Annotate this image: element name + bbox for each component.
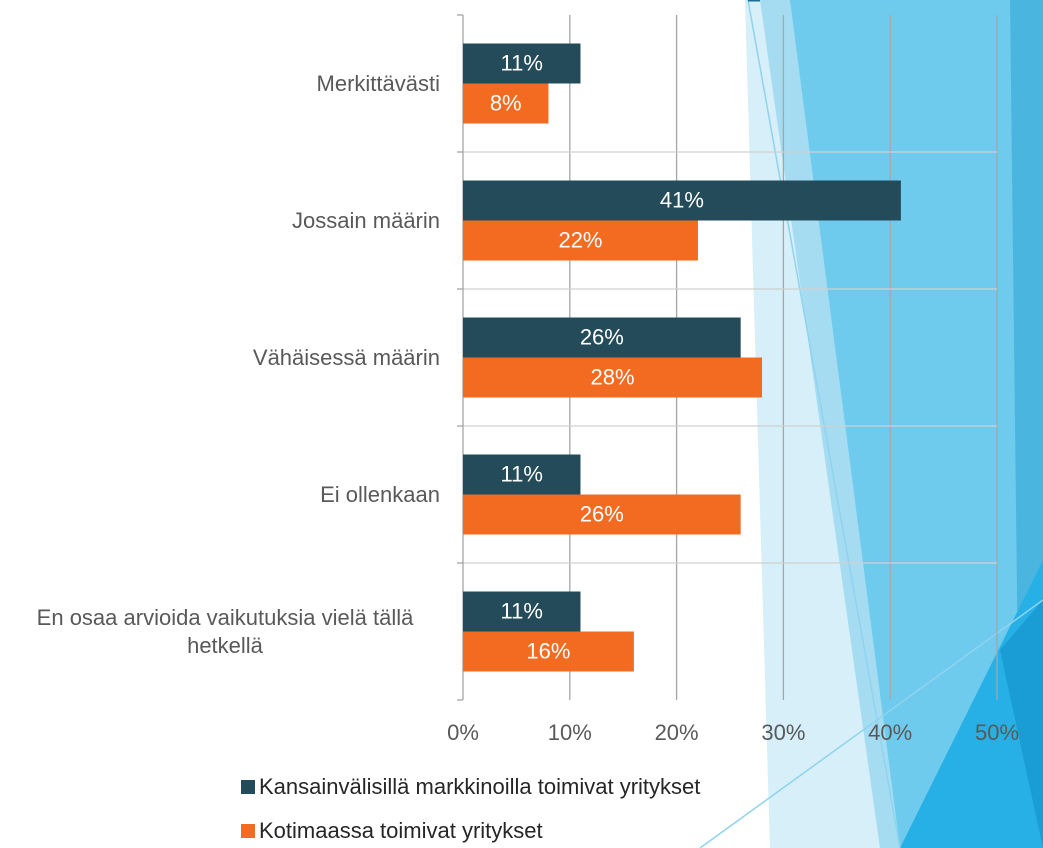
y-tick-label: En osaa arvioida vaikutuksia vielä tällä… xyxy=(36,604,414,658)
legend-swatch xyxy=(241,780,255,794)
value-label: 8% xyxy=(490,90,522,115)
value-label: 26% xyxy=(580,324,624,349)
y-tick-label: Ei ollenkaan xyxy=(320,481,440,507)
bar xyxy=(463,494,741,535)
value-label: 22% xyxy=(558,227,602,252)
value-label: 11% xyxy=(501,598,543,623)
x-tick-label: 30% xyxy=(761,720,805,745)
bar xyxy=(463,591,581,632)
y-tick-label: Jossain määrin xyxy=(292,207,440,233)
x-tick-label: 0% xyxy=(447,720,479,745)
bar xyxy=(463,43,581,84)
category-label-box: Ei ollenkaan xyxy=(0,426,440,563)
category-label-box: Vähäisessä määrin xyxy=(0,289,440,426)
value-label: 11% xyxy=(501,461,543,486)
value-label: 41% xyxy=(660,187,704,212)
legend-label: Kotimaassa toimivat yritykset xyxy=(259,818,543,843)
value-label: 11% xyxy=(501,50,543,75)
value-label: 16% xyxy=(526,638,570,663)
bar xyxy=(463,317,741,358)
x-tick-label: 20% xyxy=(655,720,699,745)
legend-swatch xyxy=(241,824,255,838)
bar xyxy=(463,357,763,398)
bar xyxy=(463,220,698,261)
y-tick-label: Vähäisessä määrin xyxy=(252,344,440,370)
category-label-box: Jossain määrin xyxy=(0,152,440,289)
bar xyxy=(463,454,581,495)
legend-label: Kansainvälisillä markkinoilla toimivat y… xyxy=(259,774,700,799)
x-tick-label: 40% xyxy=(868,720,912,745)
x-tick-label: 50% xyxy=(975,720,1019,745)
value-label: 28% xyxy=(590,364,634,389)
bar xyxy=(463,631,634,672)
value-label: 26% xyxy=(580,501,624,526)
category-label-box: En osaa arvioida vaikutuksia vielä tällä… xyxy=(0,563,440,700)
bar xyxy=(463,83,549,124)
y-tick-label: Merkittävästi xyxy=(316,70,440,96)
bar xyxy=(463,180,901,221)
x-tick-label: 10% xyxy=(548,720,592,745)
category-label-box: Merkittävästi xyxy=(0,15,440,152)
